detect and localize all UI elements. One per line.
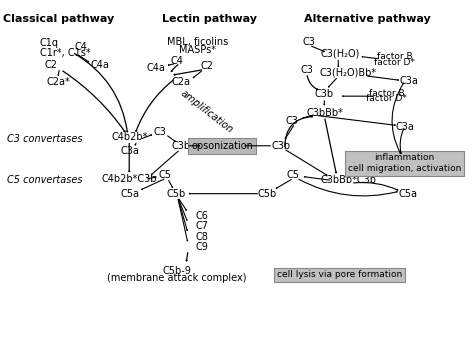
Text: C5a: C5a — [399, 189, 418, 199]
Text: C3b: C3b — [172, 141, 191, 151]
Text: inflammation
cell migration, activation: inflammation cell migration, activation — [347, 153, 461, 173]
Text: C1r*, C1s*: C1r*, C1s* — [39, 48, 90, 58]
Text: C3(H₂O)Bb*: C3(H₂O)Bb* — [320, 68, 377, 78]
Text: C2: C2 — [45, 60, 58, 70]
Text: C4b2b*C3b: C4b2b*C3b — [101, 175, 157, 184]
Text: factor D*: factor D* — [366, 95, 407, 103]
Text: C3: C3 — [302, 38, 315, 47]
Text: cell lysis via pore formation: cell lysis via pore formation — [276, 270, 402, 279]
Text: C7: C7 — [195, 221, 208, 231]
Text: factor B: factor B — [377, 52, 413, 61]
Text: C8: C8 — [195, 232, 208, 242]
Text: C6: C6 — [195, 211, 208, 221]
Text: C4a: C4a — [91, 60, 109, 70]
Text: C9: C9 — [195, 242, 208, 252]
Text: C5b-9: C5b-9 — [162, 266, 191, 276]
Text: C3a: C3a — [396, 122, 415, 132]
Text: Alternative pathway: Alternative pathway — [304, 14, 430, 24]
Text: C4a: C4a — [146, 63, 165, 73]
Text: C3(H₂O): C3(H₂O) — [320, 49, 360, 59]
Text: C4b2b*: C4b2b* — [112, 132, 148, 142]
Text: C5a: C5a — [121, 189, 140, 199]
Text: amplification: amplification — [179, 88, 235, 135]
Text: C3b: C3b — [272, 141, 291, 151]
Text: C3b: C3b — [315, 90, 334, 99]
Text: C3bBb*C3b: C3bBb*C3b — [320, 176, 376, 185]
Text: MASPs*: MASPs* — [179, 45, 216, 55]
Text: C5b: C5b — [257, 189, 277, 199]
Text: Lectin pathway: Lectin pathway — [162, 14, 256, 24]
Text: C1q: C1q — [39, 39, 59, 48]
Text: C2: C2 — [201, 61, 213, 71]
Text: C3: C3 — [285, 116, 298, 126]
Text: C3bBb*: C3bBb* — [307, 108, 344, 118]
Text: C3: C3 — [301, 65, 313, 75]
Text: C2a*: C2a* — [46, 77, 70, 87]
Text: C3: C3 — [154, 127, 167, 137]
Text: C4: C4 — [75, 42, 88, 52]
Text: C2a: C2a — [172, 77, 191, 87]
Text: C5: C5 — [158, 170, 172, 180]
Text: C5 convertases: C5 convertases — [7, 176, 82, 185]
Text: C3a: C3a — [121, 146, 140, 156]
Text: factor D*: factor D* — [374, 58, 415, 67]
Text: C3 convertases: C3 convertases — [7, 134, 82, 144]
Text: C5b: C5b — [167, 189, 186, 199]
Text: factor B: factor B — [369, 88, 404, 98]
Text: Classical pathway: Classical pathway — [2, 14, 114, 24]
Text: C3a: C3a — [400, 75, 419, 86]
Text: C4: C4 — [170, 56, 183, 66]
Text: C5: C5 — [286, 170, 299, 180]
Text: (membrane attack complex): (membrane attack complex) — [107, 273, 246, 282]
Text: MBL, ficolins: MBL, ficolins — [167, 37, 228, 47]
Text: opsonization: opsonization — [191, 141, 253, 151]
